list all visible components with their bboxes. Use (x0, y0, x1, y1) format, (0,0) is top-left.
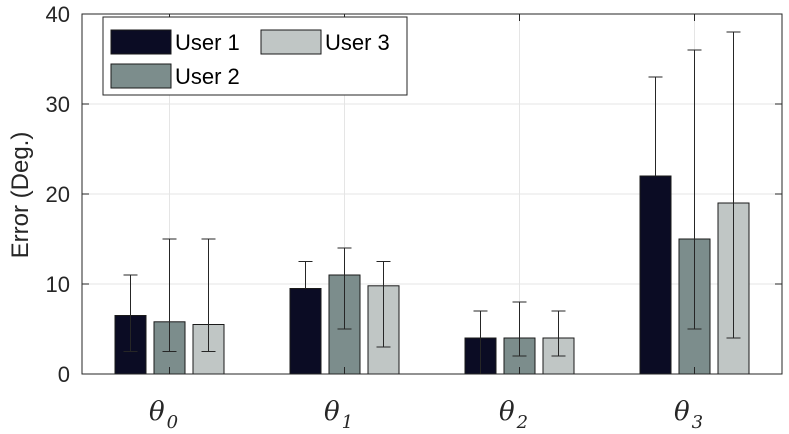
legend-entry: User 1 (110, 29, 240, 55)
legend-label: User 1 (175, 30, 240, 55)
error-bar (376, 261, 391, 348)
legend-swatch (260, 29, 322, 55)
plot-frame (81, 13, 783, 375)
legend-label: User 2 (175, 64, 240, 89)
error-bar (726, 31, 741, 339)
y-tick-label: 40 (46, 2, 70, 27)
y-tick-label: 10 (46, 272, 70, 297)
error-bar (201, 238, 216, 352)
legend-swatch (110, 63, 172, 89)
y-tick-label: 0 (58, 362, 70, 387)
error-bar (512, 301, 527, 357)
error-bar (337, 247, 352, 330)
error-bars-layer (123, 31, 741, 375)
error-bar (123, 274, 138, 352)
error-bar (551, 310, 566, 357)
legend-entry: User 3 (260, 29, 390, 55)
y-axis-label: Error (Deg.) (7, 132, 34, 259)
bars-layer (114, 175, 750, 375)
legend: User 1 User 2 User 3 (102, 16, 408, 96)
error-bar (648, 76, 663, 176)
bar-user-1 (639, 175, 672, 375)
error-bar (162, 238, 177, 352)
y-tick-label: 30 (46, 92, 70, 117)
y-tick-label: 20 (46, 182, 70, 207)
legend-swatch (110, 29, 172, 55)
bar-user-1 (289, 288, 322, 375)
error-bar (687, 49, 702, 330)
error-bar (298, 261, 313, 289)
axes (81, 13, 783, 375)
y-tick-labels: 0 10 20 30 40 (46, 2, 70, 387)
legend-entry: User 2 (110, 63, 240, 89)
legend-label: User 3 (325, 30, 390, 55)
